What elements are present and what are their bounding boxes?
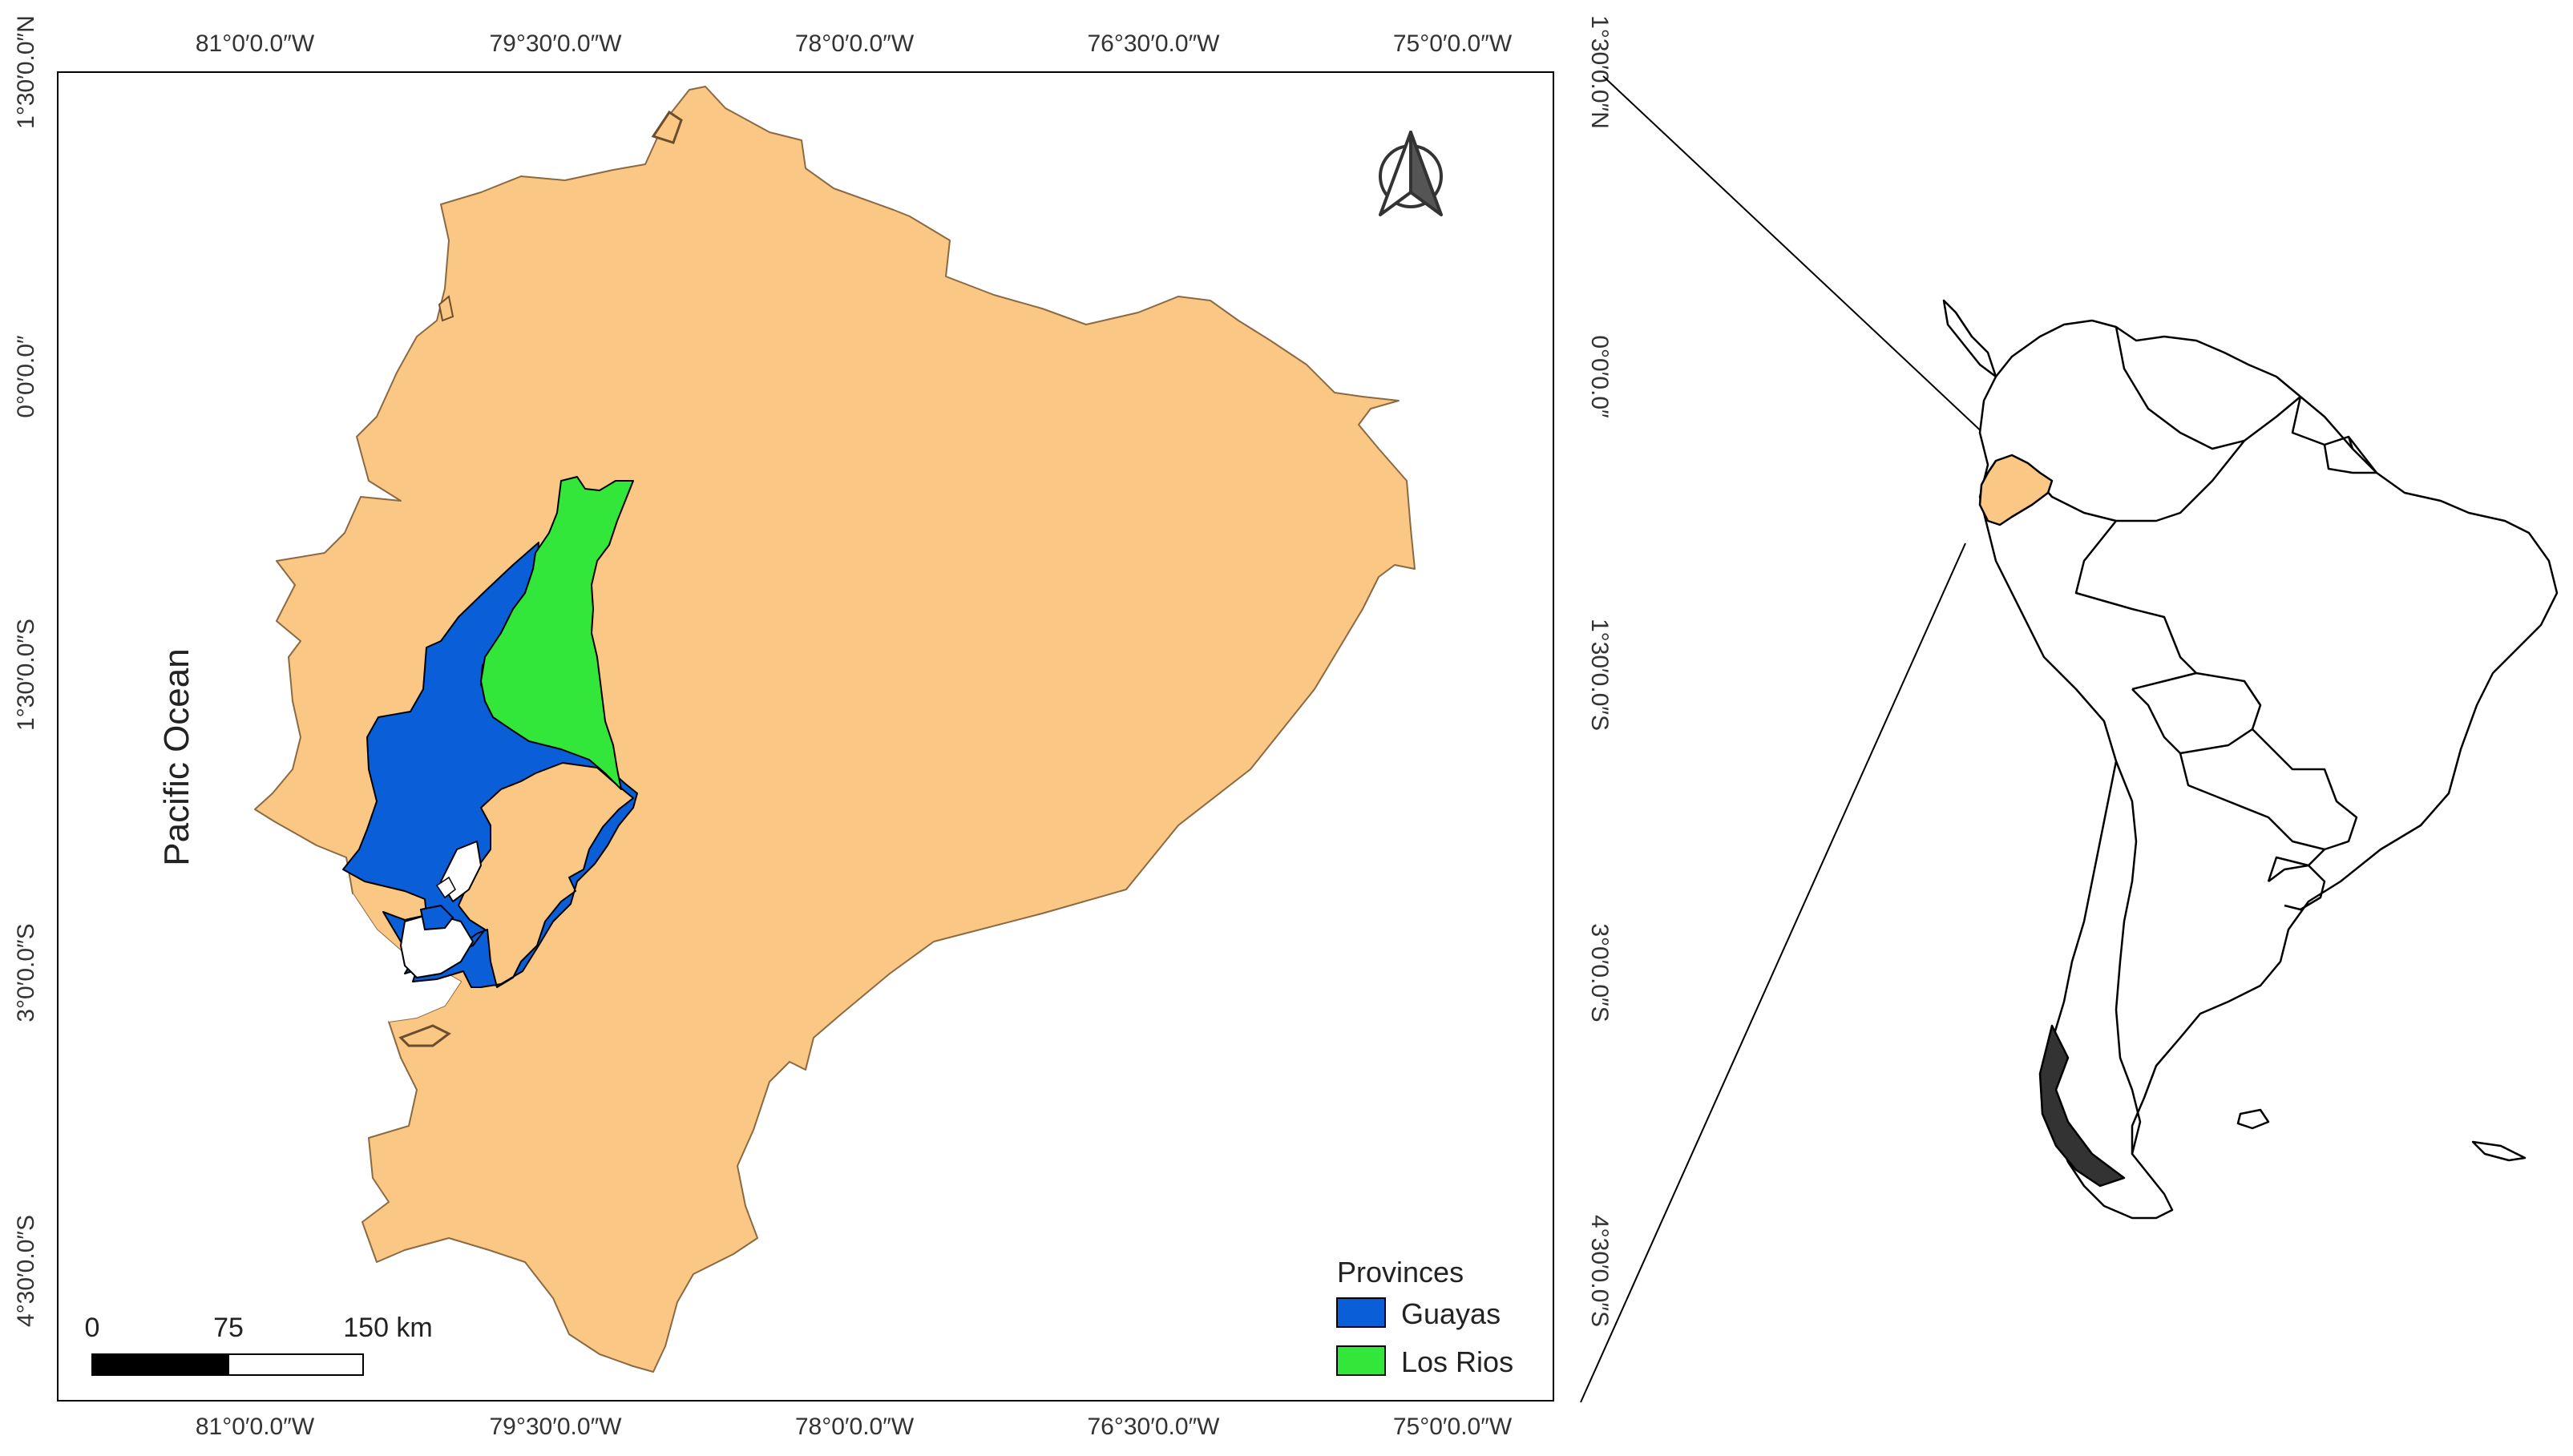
scale-bar: 0 75 150 km <box>85 1313 433 1376</box>
legend-swatch-los-rios <box>1336 1345 1386 1376</box>
border-colombia-peru <box>2027 440 2245 522</box>
left-tick: 1°30′0.0″N <box>13 15 39 129</box>
border-peru-bolivia <box>2131 672 2197 754</box>
scale-label-150: 150 km <box>343 1313 433 1343</box>
south-america-outline <box>1978 319 2559 1220</box>
right-tick: 1°30′0.0″N <box>1586 15 1613 129</box>
chile-islands <box>2038 1024 2126 1188</box>
gulf-island-puna <box>419 904 454 931</box>
legend: Provinces Guayas Los Rios <box>1336 1256 1513 1378</box>
bottom-tick: 75°0′0.0″W <box>1393 1414 1513 1440</box>
border-colombia-venezuela <box>2115 326 2301 450</box>
border-argentina-paraguay <box>2179 752 2326 882</box>
north-arrow-icon <box>1379 131 1443 216</box>
scale-segment-white <box>228 1353 364 1376</box>
border-uruguay <box>2268 864 2326 911</box>
left-tick: 4°30′0.0″S <box>13 1215 39 1327</box>
guayas-shape <box>342 542 638 988</box>
bottom-tick: 76°30′0.0″W <box>1088 1414 1221 1440</box>
south-america-inset <box>1942 299 2559 1220</box>
top-tick: 81°0′0.0″W <box>196 30 315 57</box>
legend-title: Provinces <box>1337 1256 1464 1289</box>
scale-segment-black <box>91 1353 229 1376</box>
south-coast-islet <box>398 1024 451 1047</box>
right-ticks: 1°30′0.0″N 0°0′0.0″ 1°30′0.0″S 3°0′0.0″S… <box>1586 15 1613 1327</box>
gulf-islet-2 <box>435 876 456 899</box>
connector-line-top <box>1602 75 2001 450</box>
bottom-tick: 81°0′0.0″W <box>196 1414 315 1440</box>
top-tick: 78°0′0.0″W <box>795 30 915 57</box>
bottom-tick: 79°30′0.0″W <box>490 1414 623 1440</box>
top-tick: 75°0′0.0″W <box>1393 30 1513 57</box>
scale-label-75: 75 <box>213 1313 244 1343</box>
top-tick: 76°30′0.0″W <box>1088 30 1221 57</box>
connector-line-bottom <box>1580 542 1966 1403</box>
legend-label-guayas: Guayas <box>1401 1297 1501 1330</box>
ecuador-inset <box>1978 454 2054 526</box>
right-tick: 3°0′0.0″S <box>1586 923 1613 1022</box>
scale-label-0: 0 <box>85 1313 100 1343</box>
left-ticks: 1°30′0.0″N 0°0′0.0″ 1°30′0.0″S 3°0′0.0″S… <box>13 15 39 1327</box>
left-tick: 0°0′0.0″ <box>13 335 39 418</box>
ecuador-mainland <box>254 86 1416 1373</box>
left-tick: 3°0′0.0″S <box>13 923 39 1022</box>
legend-label-los-rios: Los Rios <box>1401 1345 1513 1378</box>
coast-islet <box>438 295 454 322</box>
ocean-label: Pacific Ocean <box>157 648 196 865</box>
bottom-tick: 78°0′0.0″W <box>795 1414 915 1440</box>
left-tick: 1°30′0.0″S <box>13 619 39 731</box>
legend-swatch-guayas <box>1336 1297 1386 1328</box>
border-brazil-peru <box>2074 520 2262 730</box>
falkland-islands <box>2236 1108 2270 1130</box>
bottom-ticks: 81°0′0.0″W 79°30′0.0″W 78°0′0.0″W 76°30′… <box>196 1414 1513 1440</box>
border-bolivia <box>2179 728 2358 851</box>
north-coast-islets <box>651 110 683 144</box>
border-chile-argentina <box>2115 760 2142 1155</box>
los-rios-province <box>480 476 634 790</box>
right-tick: 0°0′0.0″ <box>1586 335 1613 418</box>
main-map: Pacific Ocean Provinces Guayas Los Rios … <box>13 15 1613 1440</box>
top-ticks: 81°0′0.0″W 79°30′0.0″W 78°0′0.0″W 76°30′… <box>196 30 1513 57</box>
south-georgia <box>2471 1140 2527 1162</box>
border-guianas <box>2291 396 2377 474</box>
right-tick: 4°30′0.0″S <box>1586 1215 1613 1327</box>
central-america <box>1942 299 1997 378</box>
top-tick: 79°30′0.0″W <box>490 30 623 57</box>
right-tick: 1°30′0.0″S <box>1586 619 1613 731</box>
